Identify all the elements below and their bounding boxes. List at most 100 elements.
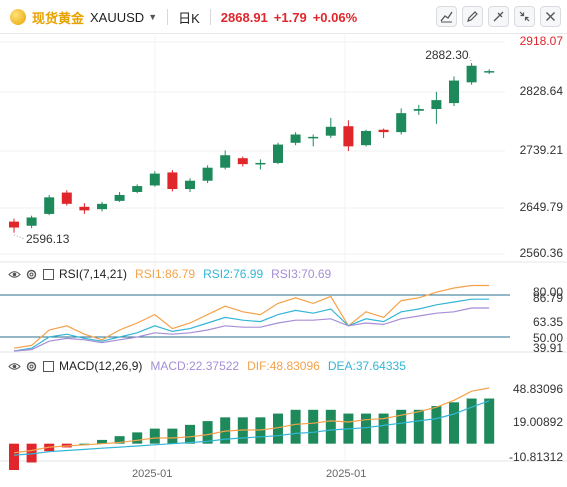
candle-body	[449, 80, 459, 104]
price-change: +1.79	[273, 9, 307, 25]
dea-value: DEA:37.64335	[327, 359, 406, 373]
interval-selector[interactable]: 日K	[178, 10, 200, 26]
dif-value: DIF:48.83096	[247, 359, 320, 373]
macd-bar	[202, 421, 213, 444]
draw-line-icon	[440, 11, 453, 23]
candle-body	[378, 129, 389, 133]
candle-body	[61, 192, 72, 204]
draw-line-button[interactable]	[436, 6, 457, 27]
candle-body	[132, 186, 143, 192]
divider	[209, 9, 211, 25]
rsi-axis-label: 50.00	[532, 331, 563, 345]
indicator-box-icon[interactable]	[42, 268, 55, 281]
price-axis-label: 2739.21	[519, 143, 563, 157]
macd-bar	[361, 413, 371, 444]
rsi3-value: RSI3:70.69	[271, 267, 332, 281]
gear-icon[interactable]	[25, 268, 38, 281]
draw-tool-icon	[493, 11, 504, 22]
price-axis-label: 2918.07	[519, 34, 563, 48]
candle-body	[220, 155, 231, 168]
candle-body	[431, 100, 442, 110]
chevron-down-icon[interactable]: ▼	[148, 12, 158, 22]
macd-bar	[290, 409, 301, 444]
price-axis-label: 2649.79	[519, 200, 563, 214]
close-button[interactable]	[540, 6, 561, 27]
rsi2-line	[13, 298, 490, 352]
pencil-button[interactable]	[462, 6, 483, 27]
date-axis-label: 2025-01	[132, 468, 173, 480]
eye-icon[interactable]	[8, 360, 21, 373]
candle-body	[26, 217, 37, 226]
gear-icon[interactable]	[25, 360, 38, 373]
macd-title: MACD(12,26,9)	[59, 359, 143, 373]
candle-body	[396, 113, 407, 133]
date-axis-label: 2025-01	[326, 468, 367, 480]
macd-bar	[9, 443, 19, 471]
pencil-icon	[467, 11, 478, 22]
candle-body	[466, 65, 477, 83]
collapse-button[interactable]	[514, 6, 535, 27]
candle-body	[9, 221, 19, 228]
candle-body	[202, 167, 213, 181]
candle-body	[413, 109, 424, 111]
macd-bar	[308, 409, 319, 444]
macd-bar	[149, 428, 160, 444]
macd-bar	[325, 409, 336, 444]
candle-body	[255, 162, 266, 165]
dif-line	[13, 387, 490, 454]
macd-bar	[378, 413, 389, 444]
symbol-header: 现货黄金 XAUUSD ▼ 日K 2868.91 +1.79 +0.06%	[0, 0, 567, 34]
high-marker	[469, 57, 473, 64]
macd-bar	[431, 406, 442, 444]
rsi-panel-header: RSI(7,14,21) RSI1:86.79 RSI2:76.99 RSI3:…	[8, 267, 331, 281]
macd-bar	[114, 436, 125, 444]
rsi-axis-label: 86.79	[532, 291, 563, 305]
rsi-title: RSI(7,14,21)	[59, 267, 128, 281]
macd-panel-header: MACD(12,26,9) MACD:22.37522 DIF:48.83096…	[8, 359, 406, 373]
symbol-name: 现货黄金	[32, 10, 85, 26]
eye-icon[interactable]	[8, 268, 21, 281]
candle-body	[325, 126, 336, 136]
rsi3-line	[13, 307, 490, 352]
rsi1-value: RSI1:86.79	[135, 267, 196, 281]
candle-body	[97, 203, 107, 210]
draw-tool-button[interactable]	[488, 6, 509, 27]
price-axis-label: 2560.36	[519, 246, 563, 260]
close-icon	[546, 12, 555, 21]
rsi-axis-label: 80.00	[532, 285, 563, 299]
macd-bar	[396, 409, 407, 444]
macd-axis-label: 48.83096	[512, 382, 563, 396]
macd-bar	[132, 432, 143, 444]
macd-bar	[167, 428, 178, 444]
candle-body	[79, 206, 90, 211]
macd-bar	[466, 398, 477, 444]
low-marker	[13, 234, 25, 240]
macd-bar	[26, 443, 37, 463]
price-change-pct: +0.06%	[312, 9, 358, 25]
candle-body	[361, 130, 371, 146]
rsi-axis-label: 63.35	[532, 315, 563, 329]
candle-body	[149, 173, 160, 186]
macd-bar	[413, 409, 424, 444]
price-axis-label: 2828.64	[519, 84, 563, 98]
candle-body	[44, 197, 55, 214]
dea-line	[13, 400, 490, 456]
candle-body	[273, 144, 283, 163]
candle-body	[114, 194, 125, 201]
symbol-code[interactable]: XAUUSD	[90, 9, 145, 25]
rsi2-value: RSI2:76.99	[203, 267, 264, 281]
candle-body	[237, 158, 248, 165]
macd-bar	[273, 413, 283, 444]
candle-body	[343, 126, 354, 147]
macd-bar	[449, 402, 459, 444]
candle-body	[167, 172, 178, 190]
candle-body	[185, 180, 195, 190]
macd-bar	[97, 439, 107, 444]
rsi-axis-label: 39.91	[532, 341, 563, 355]
macd-bar	[484, 398, 495, 444]
gold-coin-icon	[10, 9, 26, 25]
macd-axis-label: -10.81312	[508, 450, 563, 464]
indicator-box-icon[interactable]	[42, 360, 55, 373]
high-price-label: 2882.30	[425, 48, 469, 62]
